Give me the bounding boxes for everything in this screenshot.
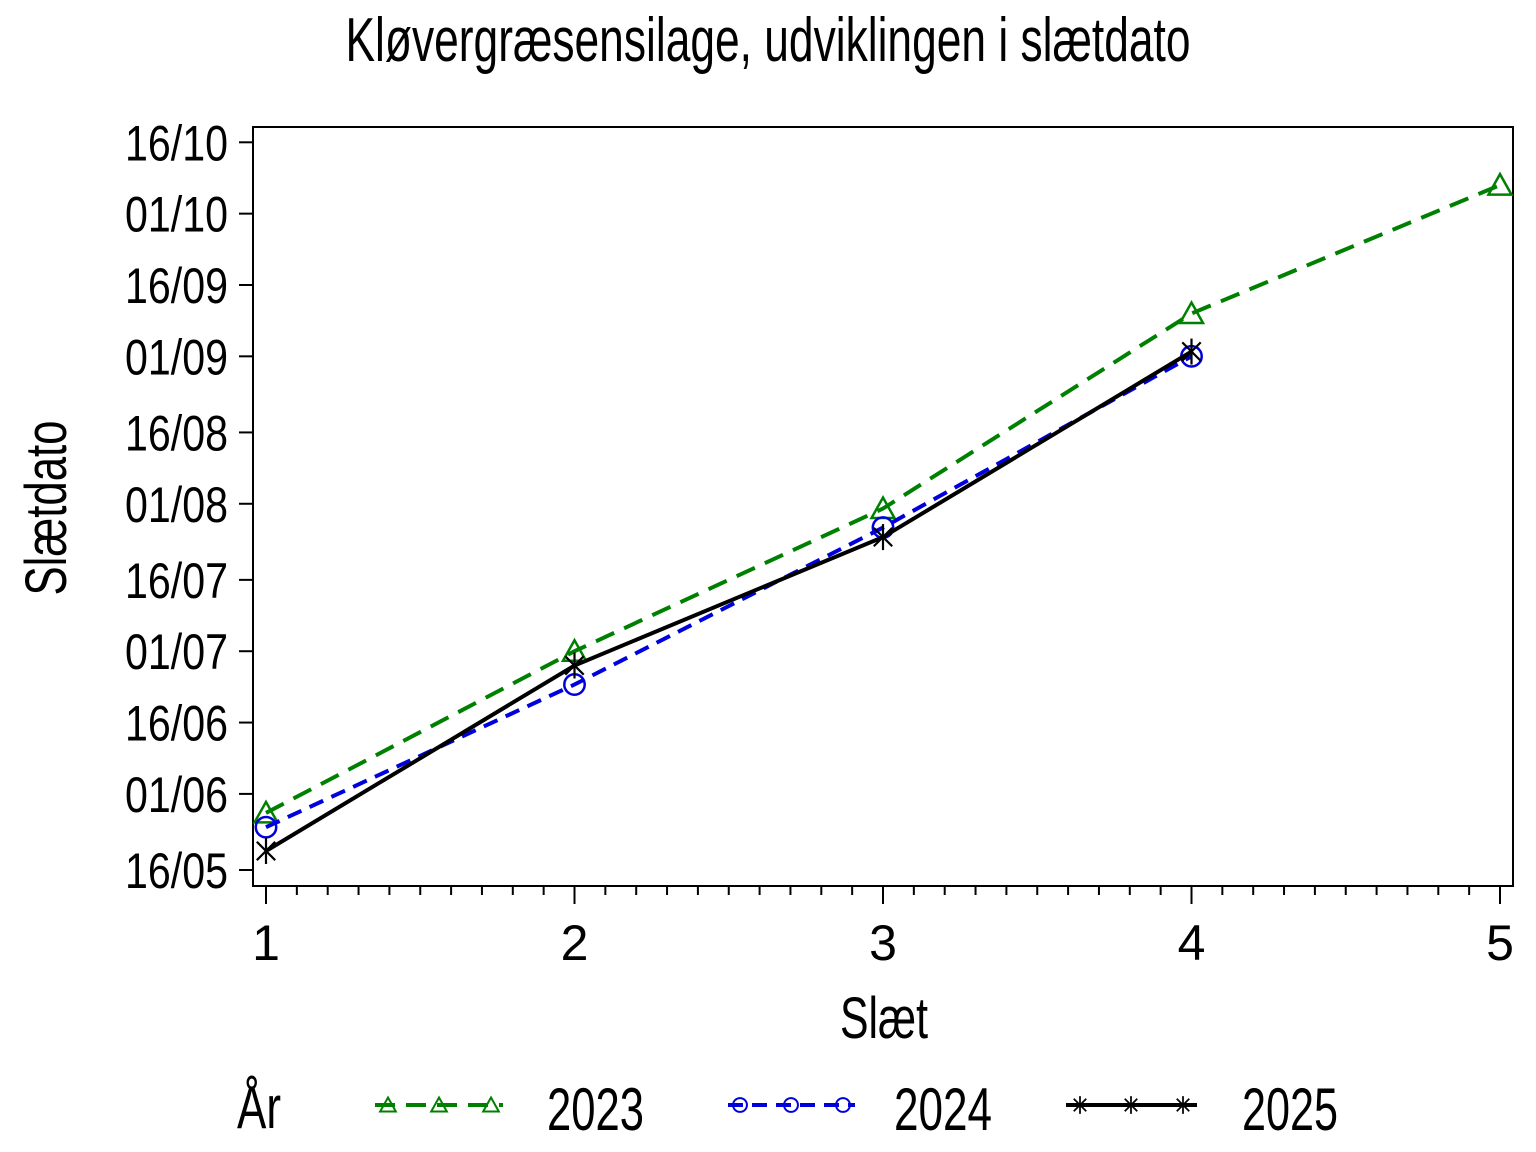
marker-star: [873, 524, 893, 551]
series-2025: [256, 338, 1202, 864]
y-tick-label: 16/07: [125, 553, 228, 609]
legend-entry-2025: 2025: [1066, 1076, 1338, 1143]
series-2024: [254, 344, 1203, 839]
series-2023: [252, 171, 1514, 824]
legend-label-2025: 2025: [1242, 1076, 1338, 1143]
y-tick-label: 01/10: [125, 187, 228, 243]
x-tick-label: 5: [1486, 915, 1514, 971]
marker-circle: [835, 1097, 851, 1113]
chart-title: Kløvergræsensilage, udviklingen i slætda…: [346, 6, 1191, 75]
y-tick-label: 16/08: [125, 405, 228, 461]
marker-star: [1073, 1096, 1087, 1114]
marker-triangle: [1177, 299, 1206, 325]
series-line-2024: [265, 354, 1193, 830]
y-axis-title: Slætdato: [14, 421, 79, 596]
marker-triangle: [481, 1095, 501, 1113]
marker-star: [1176, 1096, 1190, 1114]
marker-triangle: [429, 1095, 449, 1113]
legend-entry-2023: 2023: [375, 1076, 644, 1143]
y-tick-label: 01/07: [125, 624, 228, 680]
y-tick-label: 16/09: [125, 258, 228, 314]
x-tick-label: 2: [561, 915, 589, 971]
marker-star: [1181, 338, 1202, 365]
y-tick-label: 16/10: [125, 115, 228, 171]
legend-entry-2024: 2024: [728, 1076, 992, 1143]
marker-triangle: [378, 1095, 398, 1113]
series-line-2023: [265, 183, 1501, 815]
y-tick-label: 01/09: [125, 329, 228, 385]
marker-star: [1124, 1096, 1138, 1114]
series-line-2025: [264, 349, 1193, 853]
legend-label-2023: 2023: [547, 1076, 644, 1143]
legend-label-2024: 2024: [894, 1076, 992, 1143]
legend-title: År: [237, 1074, 281, 1141]
marker-circle: [783, 1097, 799, 1113]
x-tick-label: 1: [252, 915, 280, 971]
marker-triangle: [252, 799, 280, 824]
y-tick-label: 16/05: [125, 843, 228, 899]
marker-triangle: [1486, 171, 1514, 196]
marker-circle: [732, 1097, 748, 1113]
marker-star: [564, 652, 585, 679]
x-tick-label: 3: [869, 915, 897, 971]
y-tick-label: 01/06: [125, 767, 228, 823]
x-axis-title: Slæt: [840, 986, 928, 1051]
marker-star: [256, 837, 276, 864]
y-tick-label: 16/06: [125, 696, 228, 752]
marker-circle: [254, 815, 278, 839]
x-tick-label: 4: [1178, 915, 1206, 971]
y-tick-label: 01/08: [125, 477, 228, 533]
